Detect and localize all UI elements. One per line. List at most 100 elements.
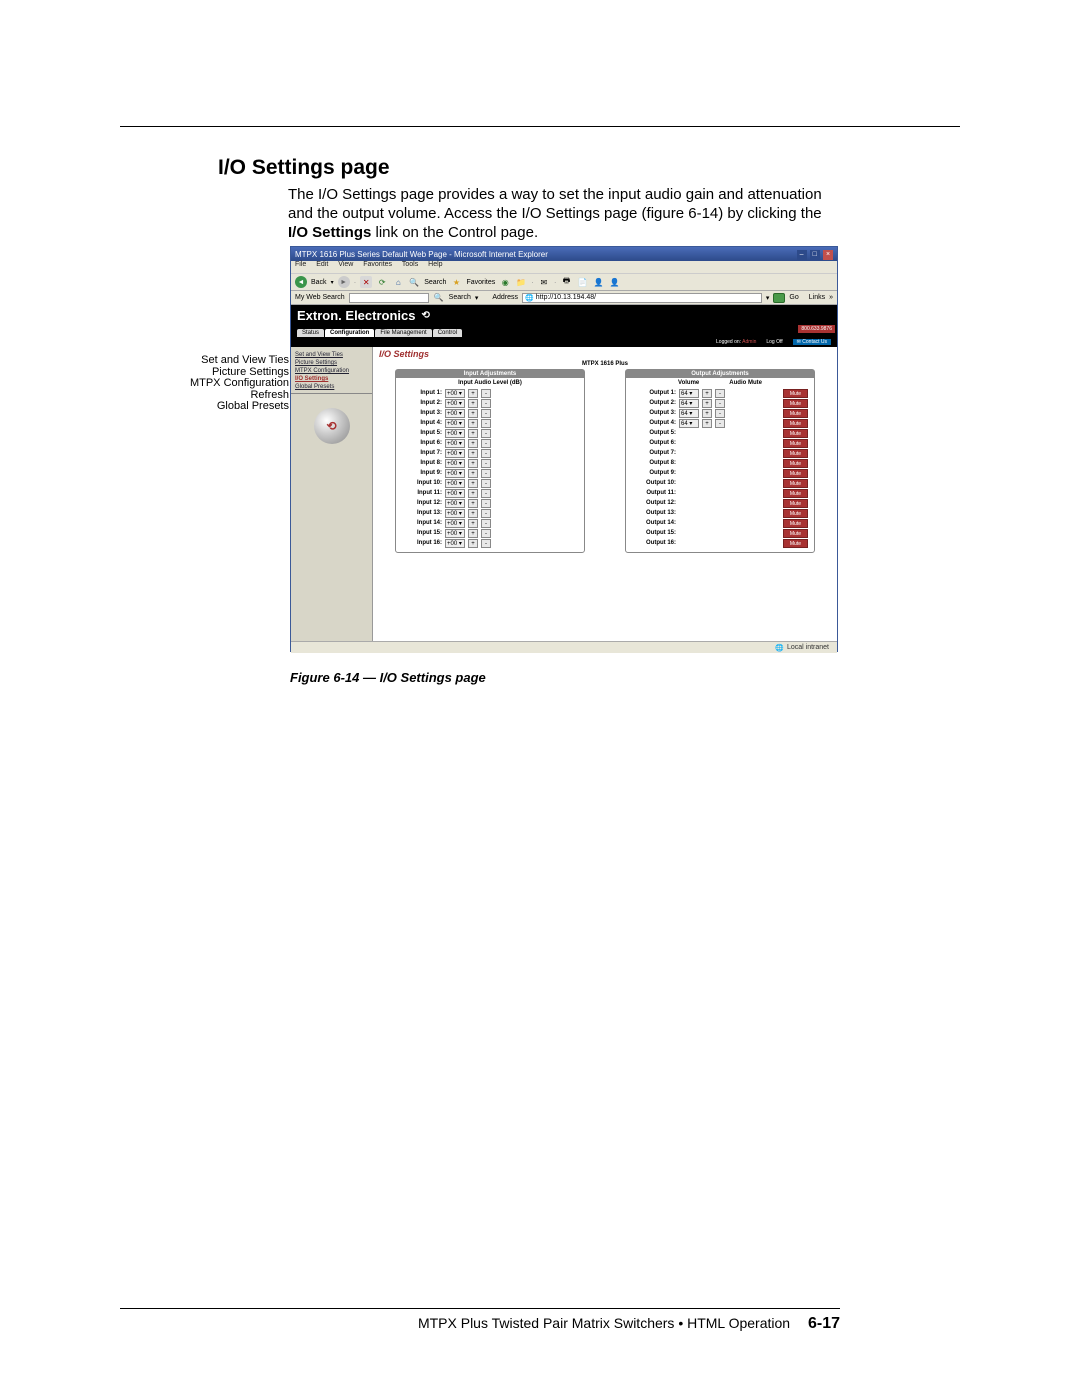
input-level-select[interactable]: +00 ▾ <box>445 409 465 418</box>
input-level-select[interactable]: +00 ▾ <box>445 459 465 468</box>
input-level-select[interactable]: +00 ▾ <box>445 499 465 508</box>
input-level-down[interactable]: - <box>481 499 491 508</box>
output-volume-up[interactable]: + <box>702 409 712 418</box>
isearch-label[interactable]: Search <box>449 294 471 301</box>
stop-button[interactable]: ✕ <box>360 276 372 288</box>
input-level-up[interactable]: + <box>468 449 478 458</box>
input-level-select[interactable]: +00 ▾ <box>445 429 465 438</box>
back-dropdown-icon[interactable]: ▾ <box>331 279 334 286</box>
history-button[interactable]: 📁 <box>515 276 527 288</box>
output-volume-up[interactable]: + <box>702 419 712 428</box>
output-volume-select[interactable]: 64 ▾ <box>679 389 699 398</box>
input-level-select[interactable]: +00 ▾ <box>445 489 465 498</box>
input-level-down[interactable]: - <box>481 489 491 498</box>
sidebar-item-picture-settings[interactable]: Picture Settings <box>291 359 372 367</box>
back-button[interactable]: ◄ <box>295 276 307 288</box>
input-level-down[interactable]: - <box>481 479 491 488</box>
input-level-up[interactable]: + <box>468 389 478 398</box>
print-button[interactable]: 🖶 <box>561 276 573 288</box>
mute-button[interactable]: Mute <box>783 419 808 428</box>
mute-button[interactable]: Mute <box>783 519 808 528</box>
mute-button[interactable]: Mute <box>783 389 808 398</box>
input-level-up[interactable]: + <box>468 469 478 478</box>
output-volume-select[interactable]: 64 ▾ <box>679 419 699 428</box>
input-level-down[interactable]: - <box>481 399 491 408</box>
input-level-up[interactable]: + <box>468 429 478 438</box>
mute-button[interactable]: Mute <box>783 449 808 458</box>
address-dropdown-icon[interactable]: ▾ <box>766 294 770 302</box>
input-level-up[interactable]: + <box>468 529 478 538</box>
close-button[interactable]: × <box>823 250 833 260</box>
mute-button[interactable]: Mute <box>783 539 808 548</box>
tab-control[interactable]: Control <box>433 329 462 337</box>
search-icon[interactable]: 🔍 <box>408 276 420 288</box>
input-level-up[interactable]: + <box>468 409 478 418</box>
input-level-up[interactable]: + <box>468 519 478 528</box>
mute-button[interactable]: Mute <box>783 409 808 418</box>
mute-button[interactable]: Mute <box>783 429 808 438</box>
mute-button[interactable]: Mute <box>783 529 808 538</box>
input-level-select[interactable]: +00 ▾ <box>445 479 465 488</box>
menu-edit[interactable]: Edit <box>316 261 328 268</box>
output-volume-up[interactable]: + <box>702 389 712 398</box>
mute-button[interactable]: Mute <box>783 509 808 518</box>
sidebar-item-io-settings[interactable]: I/O Settings <box>291 375 372 383</box>
maximize-button[interactable]: □ <box>810 250 820 260</box>
forward-button[interactable]: ► <box>338 276 350 288</box>
messenger-button[interactable]: 👤 <box>609 276 621 288</box>
input-level-up[interactable]: + <box>468 499 478 508</box>
mute-button[interactable]: Mute <box>783 499 808 508</box>
favorites-label[interactable]: Favorites <box>466 279 495 286</box>
mute-button[interactable]: Mute <box>783 479 808 488</box>
input-level-down[interactable]: - <box>481 509 491 518</box>
mute-button[interactable]: Mute <box>783 399 808 408</box>
input-level-select[interactable]: +00 ▾ <box>445 399 465 408</box>
menu-help[interactable]: Help <box>428 261 442 268</box>
input-level-up[interactable]: + <box>468 419 478 428</box>
logoff-link[interactable]: Log Off <box>766 339 782 345</box>
input-level-up[interactable]: + <box>468 459 478 468</box>
home-button[interactable]: ⌂ <box>392 276 404 288</box>
input-level-down[interactable]: - <box>481 459 491 468</box>
links-label[interactable]: Links <box>809 294 825 301</box>
tab-configuration[interactable]: Configuration <box>325 329 374 337</box>
discuss-button[interactable]: 👤 <box>593 276 605 288</box>
media-button[interactable]: ◉ <box>499 276 511 288</box>
input-level-up[interactable]: + <box>468 479 478 488</box>
isearch-dropdown-icon[interactable]: ▾ <box>475 294 479 302</box>
input-level-down[interactable]: - <box>481 389 491 398</box>
input-level-up[interactable]: + <box>468 399 478 408</box>
input-level-up[interactable]: + <box>468 539 478 548</box>
input-level-select[interactable]: +00 ▾ <box>445 449 465 458</box>
input-level-down[interactable]: - <box>481 419 491 428</box>
input-level-down[interactable]: - <box>481 409 491 418</box>
tab-file-management[interactable]: File Management <box>375 329 431 337</box>
menu-view[interactable]: View <box>338 261 353 268</box>
myweb-input[interactable] <box>349 293 429 303</box>
input-level-down[interactable]: - <box>481 439 491 448</box>
tab-status[interactable]: Status <box>297 329 324 337</box>
mute-button[interactable]: Mute <box>783 469 808 478</box>
mute-button[interactable]: Mute <box>783 459 808 468</box>
menu-favorites[interactable]: Favorites <box>363 261 392 268</box>
edit-button[interactable]: 📄 <box>577 276 589 288</box>
links-chevron-icon[interactable]: » <box>829 294 833 301</box>
input-level-up[interactable]: + <box>468 489 478 498</box>
output-volume-down[interactable]: - <box>715 419 725 428</box>
input-level-down[interactable]: - <box>481 469 491 478</box>
minimize-button[interactable]: – <box>797 250 807 260</box>
address-input[interactable]: 🌐 http://10.13.194.48/ <box>522 293 762 303</box>
isearch-icon[interactable]: 🔍 <box>433 292 445 304</box>
input-level-select[interactable]: +00 ▾ <box>445 509 465 518</box>
sidebar-item-global-presets[interactable]: Global Presets <box>291 383 372 391</box>
mute-button[interactable]: Mute <box>783 489 808 498</box>
output-volume-down[interactable]: - <box>715 399 725 408</box>
input-level-select[interactable]: +00 ▾ <box>445 529 465 538</box>
menu-file[interactable]: File <box>295 261 306 268</box>
refresh-button[interactable]: ⟳ <box>376 276 388 288</box>
output-volume-select[interactable]: 64 ▾ <box>679 409 699 418</box>
input-level-down[interactable]: - <box>481 449 491 458</box>
sidebar-item-set-view-ties[interactable]: Set and View Ties <box>291 351 372 359</box>
output-volume-up[interactable]: + <box>702 399 712 408</box>
input-level-select[interactable]: +00 ▾ <box>445 439 465 448</box>
